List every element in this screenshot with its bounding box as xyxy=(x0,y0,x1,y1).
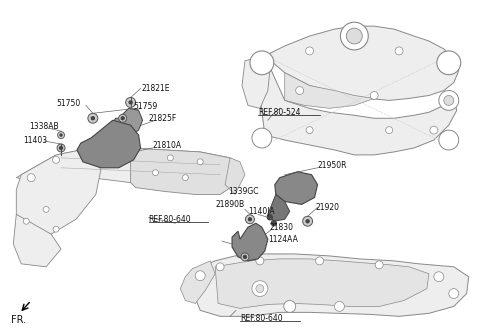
Polygon shape xyxy=(131,148,240,195)
Circle shape xyxy=(375,261,383,269)
Circle shape xyxy=(271,221,276,226)
Text: 51750: 51750 xyxy=(56,99,80,108)
Circle shape xyxy=(284,300,296,312)
Circle shape xyxy=(267,215,272,220)
Circle shape xyxy=(249,218,252,221)
Circle shape xyxy=(91,117,95,120)
Circle shape xyxy=(182,175,188,181)
Circle shape xyxy=(88,113,98,123)
Circle shape xyxy=(296,87,304,94)
Text: 21920: 21920 xyxy=(315,203,339,212)
Text: 1140JA: 1140JA xyxy=(248,207,275,216)
Text: 1339GC: 1339GC xyxy=(228,187,259,196)
Circle shape xyxy=(437,51,461,75)
Circle shape xyxy=(245,215,254,224)
Circle shape xyxy=(27,174,35,182)
Text: 21825F: 21825F xyxy=(148,114,177,123)
Polygon shape xyxy=(242,56,270,108)
Circle shape xyxy=(302,216,312,226)
Text: 51759: 51759 xyxy=(133,102,158,111)
Circle shape xyxy=(250,51,274,75)
Text: REF.80-640: REF.80-640 xyxy=(148,215,191,224)
Polygon shape xyxy=(268,195,290,221)
Circle shape xyxy=(60,147,62,150)
Circle shape xyxy=(315,257,324,265)
Text: REF.80-640: REF.80-640 xyxy=(240,314,283,323)
Circle shape xyxy=(306,220,309,223)
Circle shape xyxy=(340,22,368,50)
Circle shape xyxy=(57,144,65,152)
Polygon shape xyxy=(192,254,468,316)
Circle shape xyxy=(126,97,136,107)
Circle shape xyxy=(88,152,94,158)
Circle shape xyxy=(439,91,459,110)
Circle shape xyxy=(23,218,29,224)
Circle shape xyxy=(216,263,224,271)
Polygon shape xyxy=(16,148,230,185)
Text: 21810A: 21810A xyxy=(153,141,181,151)
Circle shape xyxy=(153,170,158,176)
Circle shape xyxy=(256,257,264,265)
Circle shape xyxy=(119,114,127,122)
Circle shape xyxy=(128,152,133,158)
Polygon shape xyxy=(111,108,143,137)
Circle shape xyxy=(395,47,403,55)
Circle shape xyxy=(306,127,313,133)
Text: 1124AA: 1124AA xyxy=(268,235,298,244)
Circle shape xyxy=(434,272,444,282)
Text: 21821E: 21821E xyxy=(142,84,170,93)
Text: 11403: 11403 xyxy=(23,135,48,145)
Circle shape xyxy=(129,101,132,104)
Polygon shape xyxy=(180,261,215,303)
Polygon shape xyxy=(285,73,374,108)
Text: REF.80-524: REF.80-524 xyxy=(258,108,300,117)
Text: 21950R: 21950R xyxy=(318,161,347,170)
Circle shape xyxy=(168,155,173,161)
Polygon shape xyxy=(16,148,101,234)
Circle shape xyxy=(449,289,459,298)
Polygon shape xyxy=(77,120,141,168)
Polygon shape xyxy=(232,223,268,261)
Polygon shape xyxy=(13,214,61,267)
Polygon shape xyxy=(225,158,245,195)
Circle shape xyxy=(53,156,60,163)
Text: 21830: 21830 xyxy=(270,223,294,232)
Circle shape xyxy=(430,126,438,134)
Circle shape xyxy=(121,117,124,120)
Circle shape xyxy=(252,281,268,297)
Text: FR.: FR. xyxy=(12,315,26,325)
Polygon shape xyxy=(265,26,459,100)
Text: 21890B: 21890B xyxy=(215,200,244,209)
Circle shape xyxy=(53,226,59,232)
Circle shape xyxy=(60,134,62,136)
Circle shape xyxy=(241,253,249,261)
Circle shape xyxy=(252,128,272,148)
Circle shape xyxy=(306,47,313,55)
Circle shape xyxy=(43,206,49,212)
Polygon shape xyxy=(215,259,429,308)
Circle shape xyxy=(243,256,246,258)
Text: 1338AB: 1338AB xyxy=(29,122,59,131)
Circle shape xyxy=(195,271,205,281)
Polygon shape xyxy=(260,56,457,155)
Circle shape xyxy=(335,301,344,311)
Polygon shape xyxy=(275,172,318,204)
Circle shape xyxy=(385,127,393,133)
Circle shape xyxy=(58,132,64,138)
Circle shape xyxy=(439,130,459,150)
Circle shape xyxy=(256,285,264,293)
Circle shape xyxy=(370,92,378,99)
Circle shape xyxy=(197,159,203,165)
Circle shape xyxy=(347,28,362,44)
Circle shape xyxy=(444,95,454,105)
